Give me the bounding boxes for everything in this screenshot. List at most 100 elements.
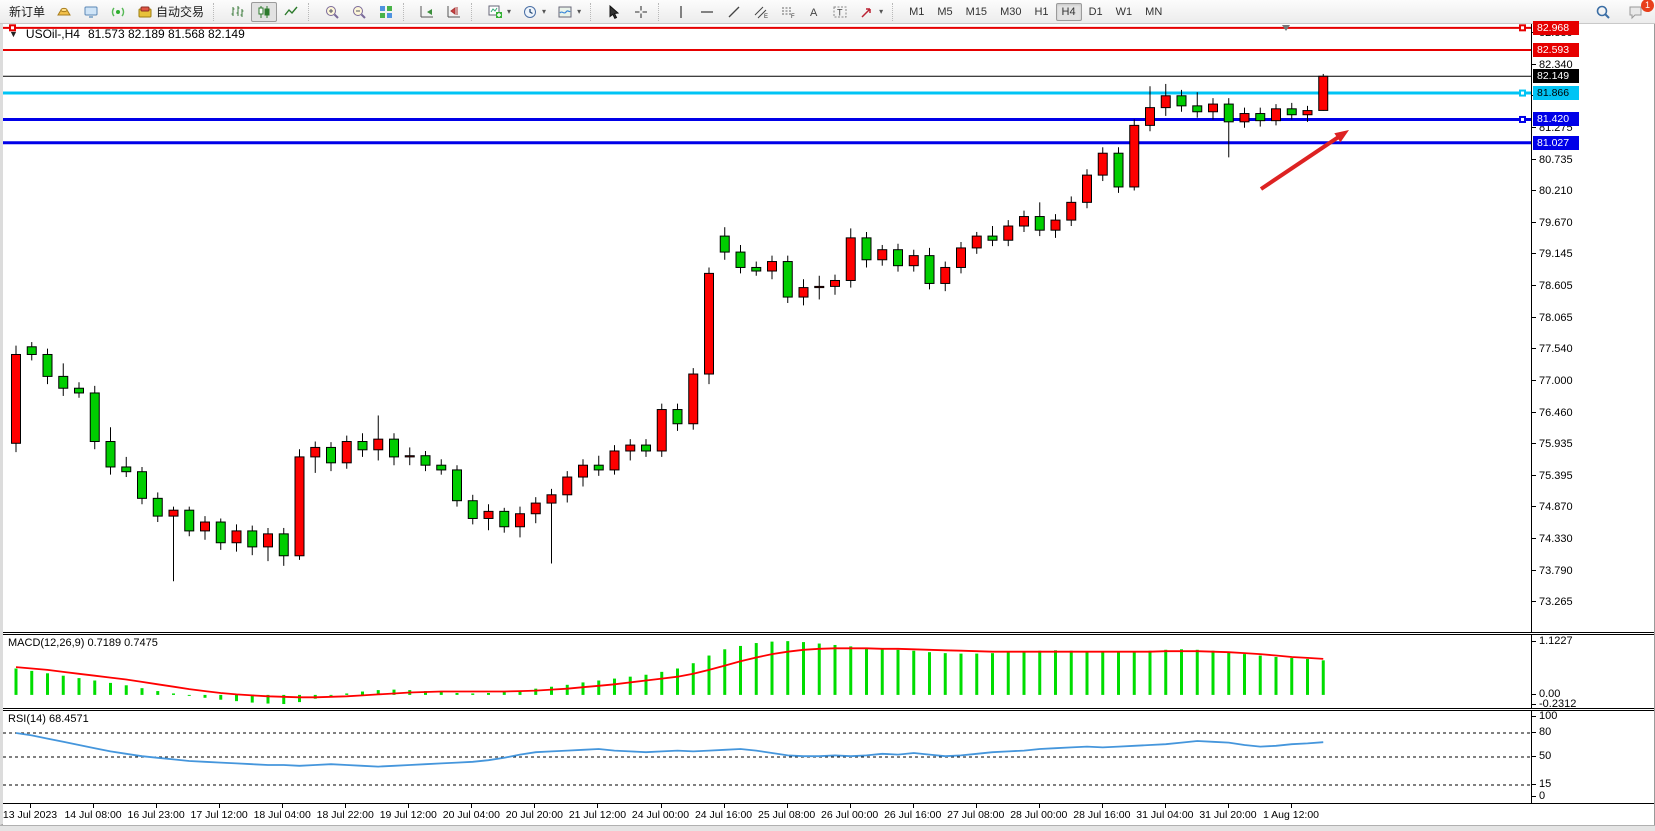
- macd-signal-line: [15, 647, 1324, 699]
- rsi-pane[interactable]: 100 80 50 15 0 RSI(14) 68.4571: [3, 711, 1654, 803]
- price-tag-81.420: 81.420: [1533, 112, 1579, 127]
- line-chart-mode-button[interactable]: [278, 2, 304, 22]
- macd-pane[interactable]: 1.1227 0.00 -0.2312 MACD(12,26,9) 0.7189 0…: [3, 635, 1654, 710]
- svg-text:T: T: [837, 7, 843, 17]
- chart-profiles-button[interactable]: ▾: [552, 2, 586, 22]
- price-tick-label: 75.935: [1531, 438, 1573, 450]
- auto-scroll-button[interactable]: [414, 2, 440, 22]
- price-tick-label: 77.540: [1531, 343, 1573, 355]
- timeframe-d1[interactable]: D1: [1088, 5, 1103, 18]
- time-tick: [156, 804, 158, 808]
- time-label: 25 Jul 08:00: [757, 809, 816, 821]
- new-order-label: 新订单: [9, 5, 46, 19]
- timeframe-m30[interactable]: M30: [1000, 5, 1022, 18]
- time-tick: [849, 804, 851, 808]
- price-tick-label: 80.735: [1531, 154, 1573, 166]
- zoom-in-button[interactable]: [319, 2, 345, 22]
- time-tick: [534, 804, 536, 808]
- time-tick: [597, 804, 599, 808]
- time-axis[interactable]: 13 Jul 2023 14 Jul 08:00 16 Jul 23:00 17 Ju…: [3, 803, 1654, 825]
- rsi-plot-area[interactable]: [3, 711, 1531, 803]
- timeframe-h4[interactable]: H4: [1055, 2, 1082, 21]
- new-order-button[interactable]: 新订单: [4, 2, 50, 22]
- time-label: 24 Jul 16:00: [694, 809, 753, 821]
- status-strip: [0, 825, 1655, 831]
- tile-windows-button[interactable]: [373, 2, 399, 22]
- time-label: 20 Jul 04:00: [442, 809, 500, 821]
- svg-text:F: F: [791, 14, 795, 20]
- time-tick: [975, 804, 977, 808]
- fibonacci-tool-button[interactable]: F: [775, 2, 801, 22]
- chart-shift-button[interactable]: [441, 2, 467, 22]
- search-icon[interactable]: [1590, 2, 1616, 22]
- timeframe-m1[interactable]: M1: [909, 5, 925, 18]
- toolbar-separator: [892, 2, 899, 21]
- vertical-line-tool-button[interactable]: [669, 2, 693, 22]
- rsi-indicator-label: RSI(14) 68.4571: [8, 713, 89, 725]
- chevron-down-icon: ▾: [542, 7, 547, 16]
- time-tick: [93, 804, 95, 808]
- new-chart-button[interactable]: ▾: [482, 2, 516, 22]
- time-tick: [408, 804, 410, 808]
- price-tick-label: 80.210: [1531, 185, 1573, 197]
- time-label: 18 Jul 04:00: [253, 809, 311, 821]
- time-label: 13 Jul 2023: [2, 809, 58, 821]
- time-tick: [660, 804, 662, 808]
- chart-title: ▼ USOil-,H4 81.573 82.189 81.568 82.149: [9, 27, 245, 41]
- timeframe-w1[interactable]: W1: [1115, 5, 1133, 18]
- pane-separator[interactable]: [3, 632, 1654, 635]
- macd-plot-area[interactable]: [3, 635, 1531, 708]
- price-tag-82.968: 82.968: [1533, 20, 1579, 35]
- price-tick-label: 74.330: [1531, 533, 1573, 545]
- time-tick: [1291, 804, 1292, 808]
- period-clock-button[interactable]: ▾: [517, 2, 551, 22]
- price-tick-label: 78.605: [1531, 280, 1573, 292]
- pane-separator[interactable]: [3, 708, 1654, 711]
- rsi-axis-divider: [1531, 711, 1532, 803]
- price-tick-label: 79.670: [1531, 217, 1573, 229]
- toolbar-separator: [403, 2, 410, 21]
- bar-chart-mode-button[interactable]: [224, 2, 250, 22]
- time-tick: [786, 804, 788, 808]
- macd-axis-divider: [1531, 635, 1532, 708]
- horizontal-line-tool-button[interactable]: [694, 2, 720, 22]
- channel-tool-button[interactable]: E: [748, 2, 774, 22]
- time-tick: [219, 804, 221, 808]
- cursor-tool-button[interactable]: [601, 2, 627, 22]
- arrows-tool-button[interactable]: ▾: [854, 2, 888, 22]
- rsi-axis-label-0: 0: [1531, 791, 1545, 802]
- notifications-button[interactable]: 1: [1622, 0, 1654, 22]
- candlestick-mode-button[interactable]: [251, 1, 278, 22]
- text-label-tool-button[interactable]: T: [827, 2, 853, 22]
- timeframe-m5[interactable]: M5: [937, 5, 953, 18]
- price-tick-label: 73.265: [1531, 596, 1573, 608]
- rsi-axis-label-50: 50: [1531, 751, 1551, 762]
- chart-plot-area[interactable]: [3, 24, 1531, 632]
- ohlc-values: 81.573 82.189 81.568 82.149: [87, 27, 245, 41]
- terminal-icon[interactable]: [78, 2, 104, 22]
- zoom-out-button[interactable]: [346, 2, 372, 22]
- price-tick-label: 76.460: [1531, 407, 1573, 419]
- crosshair-tool-button[interactable]: [628, 2, 654, 22]
- chart-shift-marker[interactable]: [1282, 25, 1290, 31]
- price-tag-82.149: 82.149: [1533, 69, 1579, 84]
- price-tag-81.027: 81.027: [1533, 135, 1579, 150]
- timeframe-h1[interactable]: H1: [1034, 5, 1049, 18]
- annotation-arrow[interactable]: [1259, 130, 1349, 191]
- toolbar-separator: [658, 2, 665, 21]
- time-label: 26 Jul 00:00: [821, 809, 879, 821]
- symbol-period-label: USOil-,H4: [25, 27, 80, 41]
- time-label: 14 Jul 08:00: [64, 809, 122, 821]
- price-axis-divider: [1531, 24, 1532, 632]
- gold-ingot-icon[interactable]: [51, 2, 77, 22]
- time-label: 1 Aug 12:00: [1262, 809, 1320, 821]
- main-chart-pane[interactable]: 82.88082.34081.81581.27580.73580.21079.6…: [3, 20, 1654, 632]
- toolbar-separator: [471, 2, 478, 21]
- window-menu-icon[interactable]: ▼: [9, 29, 18, 39]
- autotrading-button[interactable]: 自动交易: [132, 2, 209, 22]
- text-tool-button[interactable]: A: [802, 2, 826, 22]
- signal-icon[interactable]: [105, 2, 131, 22]
- timeframe-m15[interactable]: M15: [965, 5, 988, 18]
- timeframe-mn[interactable]: MN: [1145, 5, 1163, 18]
- trendline-tool-button[interactable]: [721, 2, 747, 22]
